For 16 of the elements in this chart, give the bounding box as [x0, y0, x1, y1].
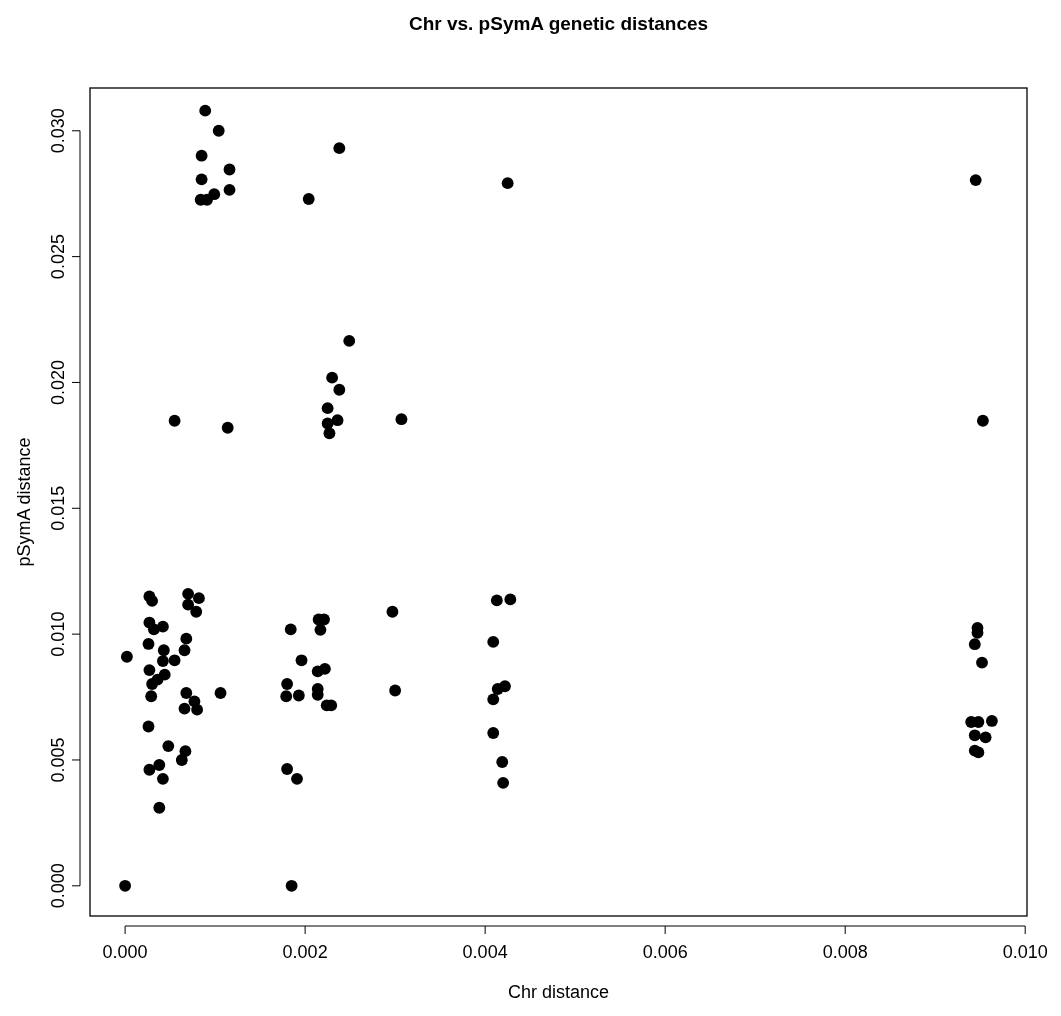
chart-title: Chr vs. pSymA genetic distances	[408, 13, 709, 34]
x-tick-label: 0.002	[282, 942, 328, 962]
x-tick-label: 0.000	[102, 942, 148, 962]
x-tick-label: 0.010	[1002, 942, 1048, 962]
x-axis-title: Chr distance	[507, 982, 610, 1002]
y-tick-label: 0.020	[48, 359, 68, 405]
y-tick-label: 0.025	[48, 234, 68, 280]
y-tick-label: 0.000	[48, 863, 68, 909]
y-axis-title: pSymA distance	[14, 437, 34, 567]
y-tick-label: 0.030	[48, 108, 68, 154]
x-tick-label: 0.004	[462, 942, 508, 962]
y-tick-label: 0.005	[48, 737, 68, 783]
y-tick-label: 0.015	[48, 485, 68, 531]
x-tick-label: 0.006	[642, 942, 688, 962]
x-tick-label: 0.008	[822, 942, 868, 962]
y-tick-label: 0.010	[48, 611, 68, 657]
